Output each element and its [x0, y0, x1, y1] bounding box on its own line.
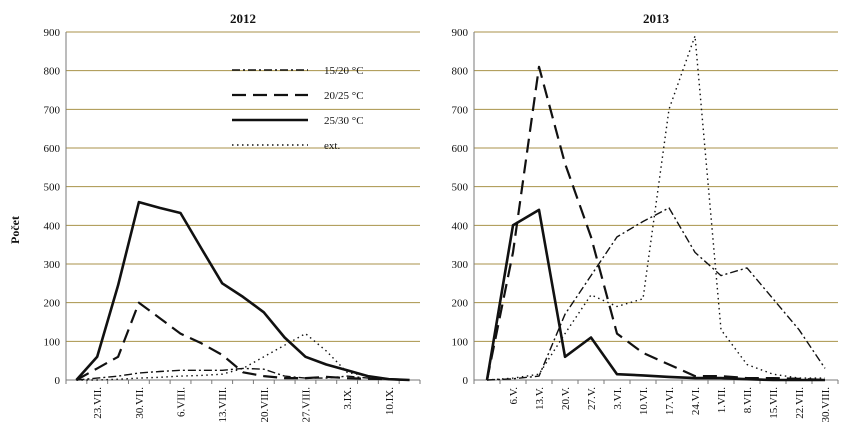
x-tick-label: 3.VI. [612, 387, 624, 410]
x-tick-label: 13.VIII. [217, 387, 229, 423]
chart-2012: 0 100 200 300 400 500 600 700 800 900 23.VII. 30.V… [44, 11, 421, 422]
series-line-25-30-c [485, 208, 825, 382]
x-tick-label: 1.VII. [716, 387, 728, 414]
x-tick-label: 30.VII. [134, 387, 146, 419]
y-tick-label: 900 [452, 27, 469, 39]
y-tick-label: 800 [452, 66, 469, 78]
series-line-15-20-c [486, 207, 826, 381]
x-tick-label: 30.VIII. [820, 387, 832, 423]
x-tick-label: 10.IX. [384, 387, 396, 415]
x-tick-label: 22.VII. [794, 387, 806, 419]
gridlines [65, 31, 420, 381]
series-line-ext- [76, 332, 410, 381]
x-tick-label: 8.VII. [742, 387, 754, 414]
gridlines [473, 31, 838, 381]
y-tick-label: 0 [463, 375, 469, 387]
x-tick-label: 10.VI. [638, 387, 650, 415]
y-tick-label: 700 [452, 104, 469, 116]
x-tick-label: 13.V. [534, 387, 546, 410]
x-tick-label: 23.VII. [92, 387, 104, 419]
legend-label: 25/30 °C [324, 115, 364, 127]
legend-label: ext. [324, 140, 340, 152]
x-tick-label: 17.VI. [664, 387, 676, 415]
legend-label: 15/20 °C [324, 65, 364, 77]
y-tick-label: 400 [44, 220, 61, 232]
x-tick-label: 27.VIII. [300, 387, 312, 423]
x-tick-label: 20.VIII. [259, 387, 271, 423]
chart-title: 2013 [643, 11, 670, 26]
y-tick-label: 600 [452, 143, 469, 155]
y-tick-label: 900 [44, 27, 61, 39]
series-line-ext- [486, 35, 825, 381]
series-line-25-30-c [75, 200, 410, 382]
x-tick-label: 20.V. [560, 387, 572, 410]
y-tick-labels: 0 100 200 300 400 500 600 700 800 900 [44, 27, 61, 387]
legend: 15/20 °C 20/25 °C 25/30 °C ext. [232, 65, 364, 152]
series-line-15-20-c [76, 367, 410, 381]
x-tick-label: 6.V. [508, 387, 520, 405]
y-tick-label: 100 [44, 336, 61, 348]
y-tick-labels: 0 100 200 300 400 500 600 700 800 900 [452, 27, 469, 387]
y-tick-label: 600 [44, 143, 61, 155]
series-line-20-25-c [75, 301, 410, 382]
x-tick-label: 15.VII. [768, 387, 780, 419]
series-group [75, 200, 410, 382]
y-tick-label: 0 [55, 375, 61, 387]
x-tick-label: 27.V. [586, 387, 598, 410]
y-tick-label: 700 [44, 104, 61, 116]
y-tick-label: 200 [44, 298, 61, 310]
y-tick-label: 100 [452, 336, 469, 348]
y-tick-label: 500 [44, 182, 61, 194]
y-tick-label: 300 [452, 259, 469, 271]
y-tick-label: 200 [452, 298, 469, 310]
x-tick-label: 3.IX. [342, 387, 354, 410]
y-tick-label: 500 [452, 182, 469, 194]
x-tick-labels: 23.VII. 30.VII. 6.VIII. 13.VIII. 20.VIII. 27.… [65, 380, 421, 423]
chart-title: 2012 [230, 11, 256, 26]
y-tick-label: 300 [44, 259, 61, 271]
chart-2013: 0 100 200 300 400 500 600 700 800 900 6.V. 13.V. 20… [452, 11, 839, 422]
y-axis-label: Počet [8, 216, 22, 244]
series-line-20-25-c [485, 65, 826, 382]
y-tick-label: 400 [452, 220, 469, 232]
legend-label: 20/25 °C [324, 90, 364, 102]
y-tick-label: 800 [44, 66, 61, 78]
x-tick-labels: 6.V. 13.V. 20.V. 27.V. 3.VI. 10.VI. 17.VI. 24.V… [473, 380, 839, 423]
x-tick-label: 6.VIII. [176, 387, 188, 417]
x-tick-label: 24.VI. [690, 387, 702, 415]
series-group [485, 35, 826, 382]
